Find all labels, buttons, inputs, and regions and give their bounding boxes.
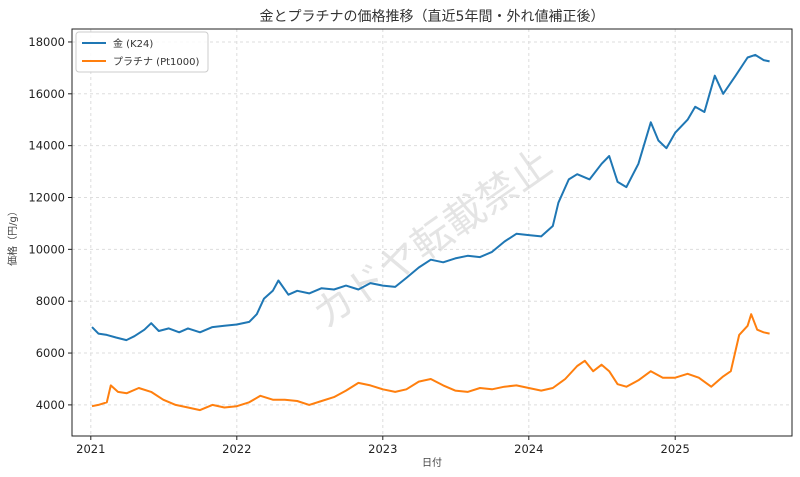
x-tick-label: 2023	[368, 442, 397, 456]
grid-lines	[72, 29, 792, 436]
x-axis: 2021 2022 2023 2024 2025	[76, 436, 690, 456]
y-tick-label: 10000	[28, 242, 65, 256]
chart-title: 金とプラチナの価格推移（直近5年間・外れ値補正後）	[260, 8, 605, 25]
legend-label-gold: 金 (K24)	[113, 37, 153, 50]
y-tick-label: 6000	[36, 346, 65, 360]
legend-item-gold: 金 (K24)	[82, 37, 153, 50]
y-axis: 4000 6000 8000 10000 12000 14000 16000 18000	[28, 35, 72, 412]
y-tick-label: 12000	[28, 191, 65, 205]
watermark: カドヤ転載禁止	[305, 140, 561, 338]
y-tick-label: 4000	[36, 398, 65, 412]
series-layer	[91, 53, 770, 412]
plot-frame	[71, 28, 793, 437]
x-tick-label: 2021	[76, 442, 105, 456]
legend-item-platinum: プラチナ (Pt1000)	[82, 56, 199, 68]
y-tick-label: 8000	[36, 294, 65, 308]
legend-box	[75, 31, 209, 73]
y-axis-label: 価格（円/g）	[6, 206, 19, 266]
x-tick-label: 2022	[222, 442, 251, 456]
gold-price-line	[91, 53, 770, 342]
platinum-price-line	[91, 313, 770, 412]
y-tick-label: 18000	[28, 35, 65, 49]
x-tick-label: 2024	[514, 442, 543, 456]
y-tick-label: 14000	[28, 139, 65, 153]
legend: 金 (K24) プラチナ (Pt1000)	[75, 31, 209, 73]
x-axis-label: 日付	[422, 456, 442, 469]
y-tick-label: 16000	[28, 87, 65, 101]
x-tick-label: 2025	[661, 442, 690, 456]
legend-label-platinum: プラチナ (Pt1000)	[113, 56, 199, 68]
